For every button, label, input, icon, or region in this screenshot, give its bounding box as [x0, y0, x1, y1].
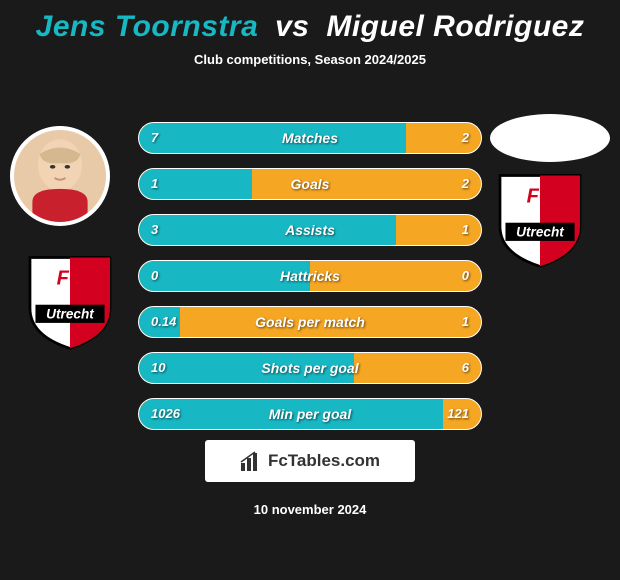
- player2-club-badge: FC Utrecht: [490, 170, 590, 270]
- right-value: 1: [462, 215, 469, 245]
- player1-club-badge: FC Utrecht: [20, 252, 120, 352]
- stat-row: 10Shots per goal6: [138, 352, 482, 384]
- right-value: 121: [447, 399, 469, 429]
- bar-chart-icon: [240, 451, 262, 471]
- right-value: 2: [462, 123, 469, 153]
- club-name-text: Utrecht: [46, 306, 94, 321]
- player1-name: Jens Toornstra: [36, 10, 259, 43]
- logo-text: FcTables.com: [268, 451, 380, 471]
- right-value: 2: [462, 169, 469, 199]
- stat-row: 3Assists1: [138, 214, 482, 246]
- svg-text:Utrecht: Utrecht: [516, 224, 564, 239]
- stat-label: Matches: [139, 123, 481, 153]
- player2-avatar-placeholder: [490, 114, 610, 162]
- right-value: 6: [462, 353, 469, 383]
- fctables-logo: FcTables.com: [205, 440, 415, 482]
- stat-row: 0.14Goals per match1: [138, 306, 482, 338]
- player2-name: Miguel Rodriguez: [326, 10, 584, 43]
- comparison-bars: 7Matches21Goals23Assists10Hattricks00.14…: [138, 122, 482, 444]
- comparison-title: Jens Toornstra vs Miguel Rodriguez: [0, 0, 620, 44]
- stat-label: Goals: [139, 169, 481, 199]
- stat-row: 1Goals2: [138, 168, 482, 200]
- stat-row: 0Hattricks0: [138, 260, 482, 292]
- right-value: 0: [462, 261, 469, 291]
- vs-text: vs: [275, 10, 309, 43]
- subtitle: Club competitions, Season 2024/2025: [0, 52, 620, 67]
- stat-row: 7Matches2: [138, 122, 482, 154]
- stat-label: Hattricks: [139, 261, 481, 291]
- svg-text:FC: FC: [527, 186, 554, 208]
- stat-label: Shots per goal: [139, 353, 481, 383]
- stat-row: 1026Min per goal121: [138, 398, 482, 430]
- svg-text:FC: FC: [57, 268, 84, 290]
- stat-label: Min per goal: [139, 399, 481, 429]
- footer-date: 10 november 2024: [0, 502, 620, 517]
- player1-avatar: [10, 126, 110, 226]
- stat-label: Assists: [139, 215, 481, 245]
- stat-label: Goals per match: [139, 307, 481, 337]
- right-value: 1: [462, 307, 469, 337]
